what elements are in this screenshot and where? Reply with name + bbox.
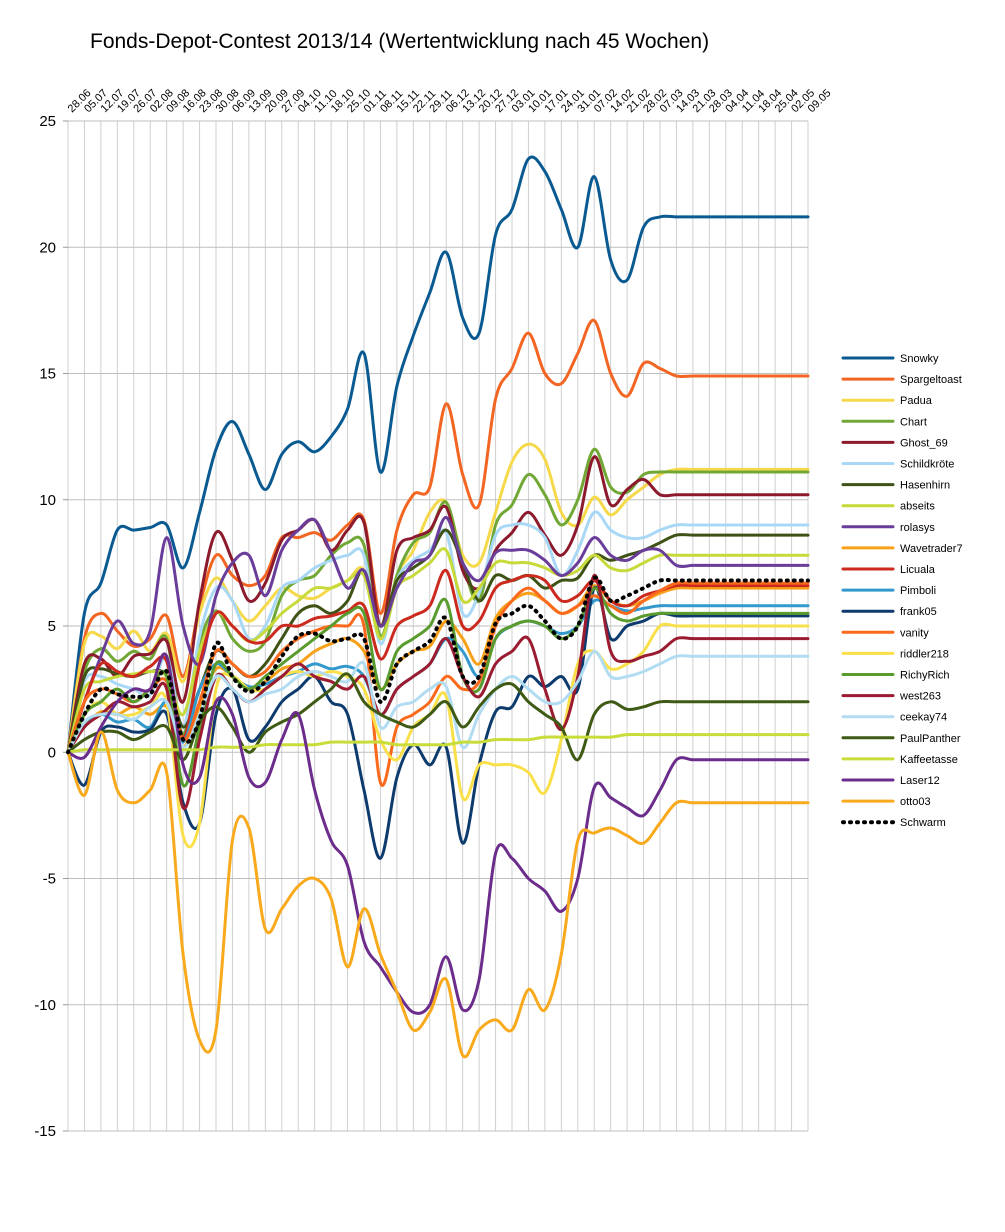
y-tick-label: 10	[39, 492, 56, 509]
legend-label: Chart	[900, 416, 927, 428]
legend-label: riddler218	[900, 648, 949, 660]
legend-label: ceekay74	[900, 712, 947, 724]
legend-label: vanity	[900, 627, 929, 639]
y-tick-label: -15	[34, 1123, 56, 1140]
series-line-vanity	[66, 581, 810, 787]
legend-label: Padua	[900, 395, 933, 407]
series-line-abseits	[66, 547, 810, 754]
legend-label: Hasenhirn	[900, 480, 950, 492]
legend-label: Spargeltoast	[900, 374, 962, 386]
legend-label: otto03	[900, 796, 931, 808]
legend-label: PaulPanther	[900, 733, 961, 745]
series-line-schwarm	[66, 575, 810, 755]
legend-label: Laser12	[900, 775, 940, 787]
legend-label: rolasys	[900, 522, 935, 534]
legend-label: frank05	[900, 606, 937, 618]
legend-label: Kaffeetasse	[900, 754, 958, 766]
y-tick-label: -10	[34, 997, 56, 1014]
y-tick-label: -5	[43, 871, 56, 888]
y-tick-label: 20	[39, 239, 56, 256]
series-line-kaffeetasse	[66, 732, 810, 754]
legend-label: Licuala	[900, 564, 936, 576]
chart-title: Fonds-Depot-Contest 2013/14 (Wertentwick…	[90, 30, 709, 53]
series-line-licuala	[66, 568, 810, 754]
legend-label: Wavetrader7	[900, 543, 963, 555]
y-tick-label: 0	[48, 744, 56, 761]
series-line-paulpanther	[66, 672, 810, 762]
legend-label: abseits	[900, 501, 935, 513]
legend-label: Ghost_69	[900, 437, 948, 449]
series-line-ghost-69	[66, 455, 810, 754]
legend-label: Snowky	[900, 353, 939, 365]
series-line-richyrich	[66, 586, 810, 788]
series-line-west263	[66, 573, 810, 811]
y-axis-ticks: 25 20 15 10 5 0 -5 -10 -15	[34, 113, 56, 1140]
legend-label: Pimboli	[900, 585, 936, 597]
y-tick-label: 5	[48, 618, 56, 635]
legend-label: Schildkröte	[900, 459, 954, 471]
legend-label: Schwarm	[900, 817, 946, 829]
series-lines	[66, 155, 810, 1059]
legend-label: west263	[899, 691, 941, 703]
legend-label: RichyRich	[900, 670, 950, 682]
series-line-riddler218	[66, 622, 810, 849]
series-line-padua	[66, 442, 810, 754]
series-line-snowky	[66, 155, 810, 754]
y-tick-label: 15	[39, 366, 56, 383]
series-line-otto03	[66, 730, 810, 1059]
y-tick-label: 25	[39, 113, 56, 130]
legend: Snowky Spargeltoast Padua Chart Ghost_69 Schi…	[841, 353, 963, 829]
series-line-rolasys	[66, 515, 810, 754]
series-line-laser12	[66, 652, 810, 1015]
series-line-frank05	[66, 585, 810, 860]
